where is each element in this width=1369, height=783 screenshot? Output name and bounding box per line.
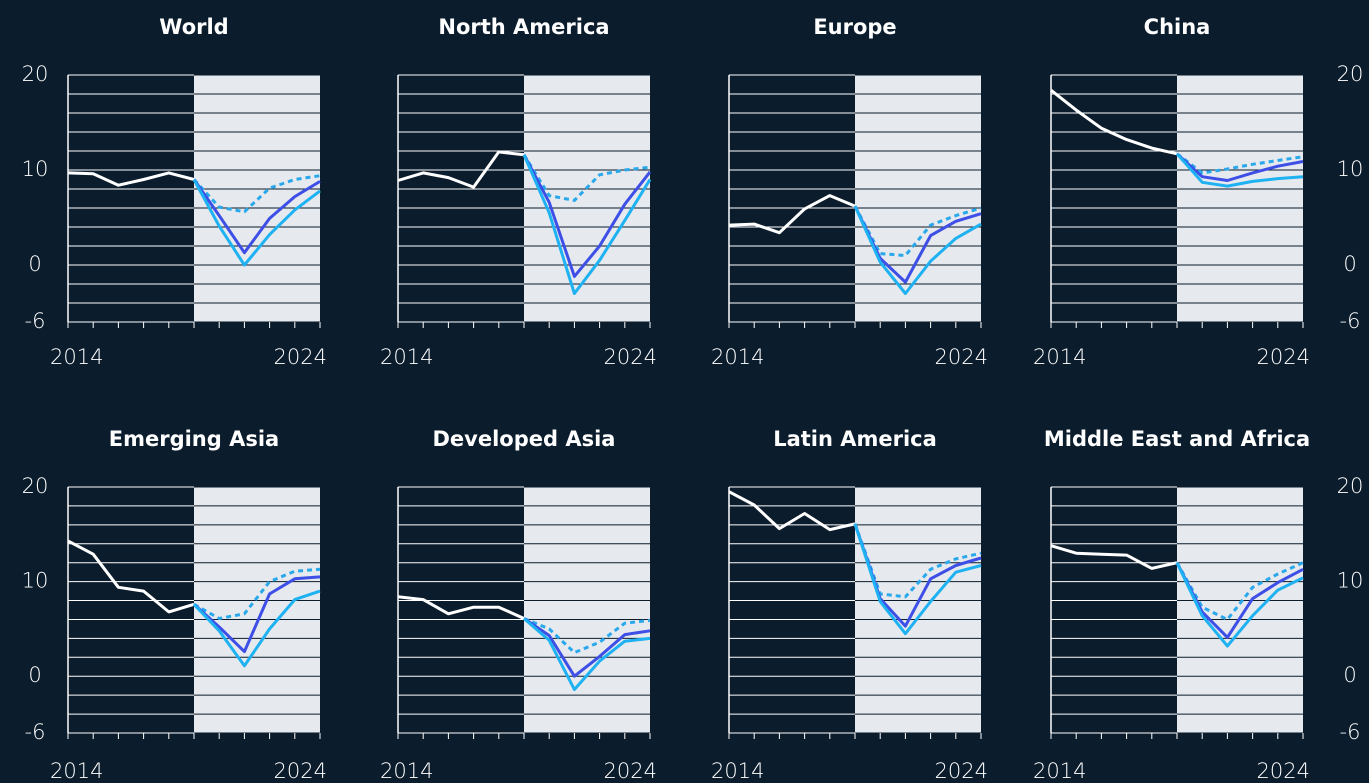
x-tick-label: 2024 <box>935 759 988 783</box>
y-tick-label: 0 <box>1343 252 1356 276</box>
series-line <box>728 490 856 532</box>
series-line <box>1175 152 1304 188</box>
series-line <box>1050 544 1178 570</box>
y-tick-label: -6 <box>1340 720 1361 744</box>
y-tick-label: 10 <box>22 569 49 593</box>
forecast-shade <box>194 487 320 733</box>
x-tick-label: 2014 <box>50 345 103 369</box>
series-line <box>522 154 652 278</box>
x-tick-label: 2014 <box>380 345 433 369</box>
series-line <box>1175 152 1304 182</box>
series-line <box>192 174 321 214</box>
series-line <box>67 171 195 187</box>
series-line <box>1175 562 1304 648</box>
series-line <box>523 617 651 691</box>
y-tick-label: 0 <box>28 663 41 687</box>
x-tick-label: 2014 <box>1033 345 1086 369</box>
y-tick-label: -6 <box>1340 309 1361 333</box>
chart-title: China <box>1144 15 1211 39</box>
y-tick-label: 10 <box>1337 157 1364 181</box>
series-line <box>523 617 651 678</box>
chart-title: Europe <box>813 15 896 39</box>
chart-title: Developed Asia <box>433 427 616 451</box>
x-tick-label: 2014 <box>1033 759 1086 783</box>
y-tick-label: 20 <box>22 474 49 498</box>
x-tick-label: 2024 <box>604 759 657 783</box>
x-tick-label: 2024 <box>935 345 988 369</box>
y-tick-label: 10 <box>22 157 49 181</box>
chart-title: Emerging Asia <box>109 427 279 451</box>
series-line <box>728 194 856 235</box>
series-line <box>853 523 982 636</box>
series-line <box>1175 561 1304 621</box>
x-tick-label: 2024 <box>274 345 327 369</box>
y-tick-label: 0 <box>28 252 41 276</box>
series-line <box>67 539 195 614</box>
series-line <box>397 595 525 620</box>
chart-title: Middle East and Africa <box>1044 427 1310 451</box>
series-line <box>853 523 982 599</box>
series-line <box>523 617 651 655</box>
series-line <box>192 178 321 267</box>
x-tick-label: 2014 <box>711 759 764 783</box>
x-tick-label: 2024 <box>1257 345 1310 369</box>
series-line <box>192 575 321 654</box>
series-line <box>1176 152 1304 175</box>
series-line <box>522 154 651 202</box>
y-tick-label: 10 <box>1337 569 1364 593</box>
forecast-shade <box>855 487 981 733</box>
x-tick-label: 2024 <box>274 759 327 783</box>
x-tick-label: 2014 <box>380 759 433 783</box>
y-tick-label: 20 <box>1337 474 1364 498</box>
forecast-shade <box>524 487 650 733</box>
forecast-shade <box>855 75 981 322</box>
series-line <box>192 178 321 255</box>
forecast-shade <box>1177 75 1303 322</box>
y-tick-label: 0 <box>1343 663 1356 687</box>
forecast-shade <box>1177 487 1303 733</box>
x-tick-label: 2024 <box>1257 759 1310 783</box>
chart-title: World <box>159 15 228 39</box>
chart-title: North America <box>438 15 609 39</box>
y-tick-label: 20 <box>22 62 49 86</box>
series-line <box>1050 89 1178 156</box>
series-line <box>397 150 525 189</box>
chart-title: Latin America <box>773 427 937 451</box>
x-tick-label: 2014 <box>50 759 103 783</box>
series-line <box>192 589 321 668</box>
y-tick-label: 20 <box>1337 62 1364 86</box>
x-tick-label: 2014 <box>711 345 764 369</box>
series-line <box>522 154 652 295</box>
series-line <box>193 567 321 620</box>
y-tick-label: -6 <box>25 720 46 744</box>
x-tick-label: 2024 <box>604 345 657 369</box>
series-line <box>853 205 982 295</box>
y-tick-label: -6 <box>25 309 46 333</box>
